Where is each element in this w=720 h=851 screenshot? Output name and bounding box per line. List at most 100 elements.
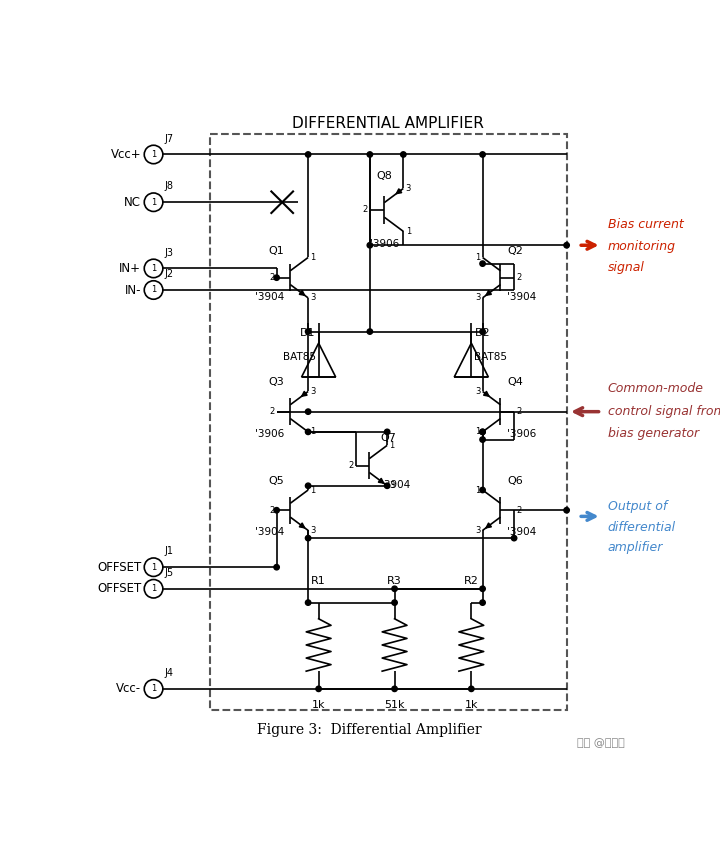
- Text: IN+: IN+: [119, 262, 141, 275]
- Circle shape: [305, 151, 311, 157]
- Text: amplifier: amplifier: [608, 541, 663, 554]
- Circle shape: [392, 686, 397, 692]
- Text: Common-mode: Common-mode: [608, 382, 703, 395]
- Text: control signal from: control signal from: [608, 405, 720, 418]
- Text: '3904: '3904: [507, 293, 536, 302]
- Text: Q3: Q3: [268, 377, 284, 387]
- Circle shape: [511, 535, 517, 541]
- Text: 2: 2: [516, 273, 522, 283]
- Text: '3906: '3906: [370, 239, 399, 248]
- Text: 3: 3: [310, 387, 316, 396]
- Circle shape: [316, 686, 321, 692]
- Text: Q5: Q5: [268, 476, 284, 486]
- Text: '3906: '3906: [507, 429, 536, 439]
- Text: '3904: '3904: [254, 528, 284, 538]
- Text: Q8: Q8: [377, 171, 392, 181]
- Circle shape: [274, 564, 279, 570]
- Text: 知乎 @创元素: 知乎 @创元素: [577, 738, 625, 748]
- Text: 3: 3: [310, 294, 316, 302]
- Text: Figure 3:  Differential Amplifier: Figure 3: Differential Amplifier: [257, 722, 481, 737]
- Circle shape: [469, 686, 474, 692]
- Circle shape: [367, 243, 372, 248]
- Text: 1k: 1k: [464, 700, 478, 710]
- Text: Q2: Q2: [507, 245, 523, 255]
- Text: OFFSET: OFFSET: [97, 582, 141, 595]
- Text: 1: 1: [151, 150, 156, 159]
- Circle shape: [392, 600, 397, 605]
- Text: differential: differential: [608, 521, 676, 534]
- Circle shape: [367, 151, 372, 157]
- Text: 1: 1: [390, 441, 395, 450]
- Circle shape: [400, 151, 406, 157]
- Text: 1: 1: [310, 253, 315, 262]
- Text: bias generator: bias generator: [608, 427, 699, 440]
- Circle shape: [480, 151, 485, 157]
- Text: NC: NC: [124, 196, 141, 208]
- Text: 3: 3: [390, 482, 395, 490]
- Circle shape: [480, 586, 485, 591]
- Text: D2: D2: [474, 328, 490, 338]
- Text: 3: 3: [310, 526, 316, 535]
- Text: monitoring: monitoring: [608, 240, 675, 254]
- Text: Bias current: Bias current: [608, 219, 683, 231]
- Text: 3: 3: [405, 184, 411, 193]
- Text: J1: J1: [164, 546, 174, 557]
- Text: 2: 2: [516, 407, 522, 416]
- Text: 1: 1: [405, 227, 411, 236]
- Circle shape: [305, 328, 311, 334]
- Circle shape: [480, 328, 485, 334]
- Text: J5: J5: [164, 568, 174, 578]
- Text: J4: J4: [164, 668, 174, 678]
- Circle shape: [480, 429, 485, 435]
- Text: Q1: Q1: [268, 245, 284, 255]
- Text: 2: 2: [348, 461, 354, 470]
- Text: Q7: Q7: [381, 433, 397, 443]
- Text: OFFSET: OFFSET: [97, 561, 141, 574]
- Circle shape: [305, 409, 311, 414]
- Text: 51k: 51k: [384, 700, 405, 710]
- Text: 3: 3: [475, 526, 480, 535]
- Text: DIFFERENTIAL AMPLIFIER: DIFFERENTIAL AMPLIFIER: [292, 117, 485, 131]
- Text: R2: R2: [464, 575, 479, 585]
- Circle shape: [274, 275, 279, 280]
- Text: 3: 3: [475, 294, 480, 302]
- Text: Vcc+: Vcc+: [111, 148, 141, 161]
- Text: 1k: 1k: [312, 700, 325, 710]
- Text: Vcc-: Vcc-: [116, 683, 141, 695]
- Text: R3: R3: [387, 575, 402, 585]
- Circle shape: [305, 429, 311, 435]
- Circle shape: [305, 600, 311, 605]
- Circle shape: [384, 483, 390, 488]
- Text: 1: 1: [151, 285, 156, 294]
- Text: 1: 1: [151, 563, 156, 572]
- Text: 1: 1: [310, 427, 315, 437]
- Text: Q6: Q6: [507, 476, 523, 486]
- Text: 2: 2: [362, 205, 367, 214]
- Circle shape: [564, 507, 570, 513]
- Text: J7: J7: [164, 134, 174, 144]
- Text: J8: J8: [164, 181, 174, 191]
- Text: 2: 2: [516, 505, 522, 515]
- Text: 1: 1: [151, 585, 156, 593]
- Circle shape: [305, 535, 311, 541]
- Text: '3904: '3904: [381, 480, 410, 490]
- Circle shape: [564, 243, 570, 248]
- Text: J3: J3: [164, 248, 174, 258]
- Text: 1: 1: [151, 264, 156, 273]
- Text: 2: 2: [269, 273, 274, 283]
- Circle shape: [305, 483, 311, 488]
- Text: 1: 1: [475, 253, 480, 262]
- Text: 2: 2: [269, 407, 274, 416]
- Text: 2: 2: [269, 505, 274, 515]
- Text: '3904: '3904: [254, 293, 284, 302]
- Text: BAT85: BAT85: [282, 351, 315, 362]
- Text: 3: 3: [475, 387, 480, 396]
- Text: 1: 1: [151, 197, 156, 207]
- Circle shape: [480, 437, 485, 443]
- Text: '3904: '3904: [507, 528, 536, 538]
- Text: 1: 1: [151, 684, 156, 694]
- Text: 1: 1: [310, 486, 315, 494]
- Text: 1: 1: [475, 486, 480, 494]
- Text: '3906: '3906: [254, 429, 284, 439]
- Text: signal: signal: [608, 260, 644, 274]
